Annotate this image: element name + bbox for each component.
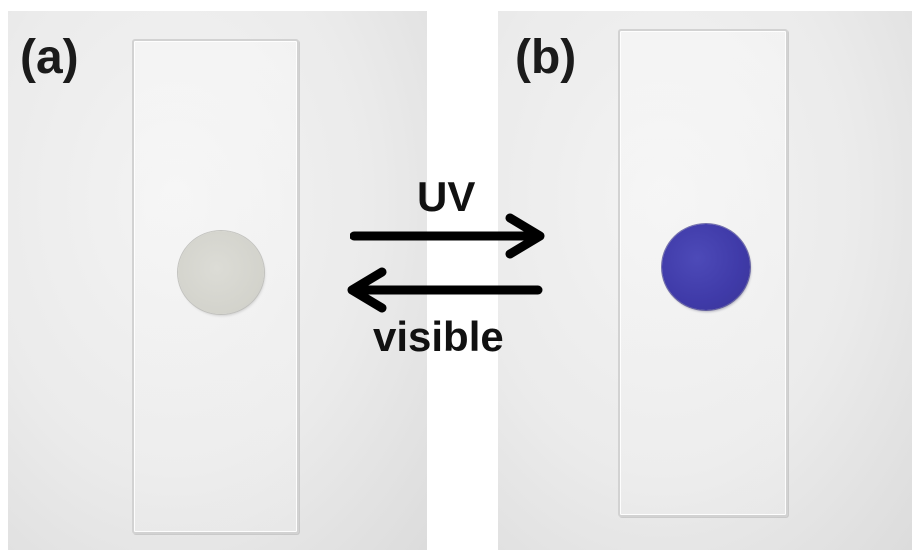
white-film-disk	[178, 231, 264, 314]
photo-panel-a	[8, 11, 427, 550]
right-arrow-icon	[350, 213, 545, 259]
panel-label-a: (a)	[20, 31, 79, 84]
visible-label: visible	[373, 313, 504, 360]
left-arrow-icon	[347, 267, 543, 313]
panel-label-b: (b)	[515, 31, 577, 84]
blue-film-disk	[662, 224, 750, 310]
uv-label: UV	[417, 173, 476, 220]
photo-panel-b	[498, 11, 912, 550]
